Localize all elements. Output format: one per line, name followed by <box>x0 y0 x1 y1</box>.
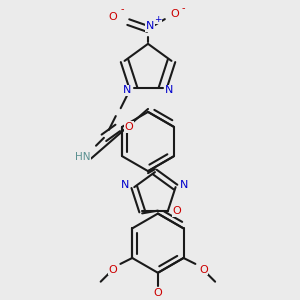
Text: N: N <box>122 85 131 95</box>
Text: -: - <box>121 4 124 14</box>
Text: N: N <box>165 85 174 95</box>
Text: O: O <box>172 206 181 216</box>
Text: O: O <box>154 287 162 298</box>
Text: HN: HN <box>75 152 91 162</box>
Text: O: O <box>170 9 179 19</box>
Text: N: N <box>121 180 130 190</box>
Text: +: + <box>154 15 162 24</box>
Text: N: N <box>146 21 154 31</box>
Text: O: O <box>108 265 117 275</box>
Text: O: O <box>199 265 208 275</box>
Text: O: O <box>124 122 133 132</box>
Text: -: - <box>182 3 185 13</box>
Text: N: N <box>180 180 189 190</box>
Text: O: O <box>108 12 117 22</box>
